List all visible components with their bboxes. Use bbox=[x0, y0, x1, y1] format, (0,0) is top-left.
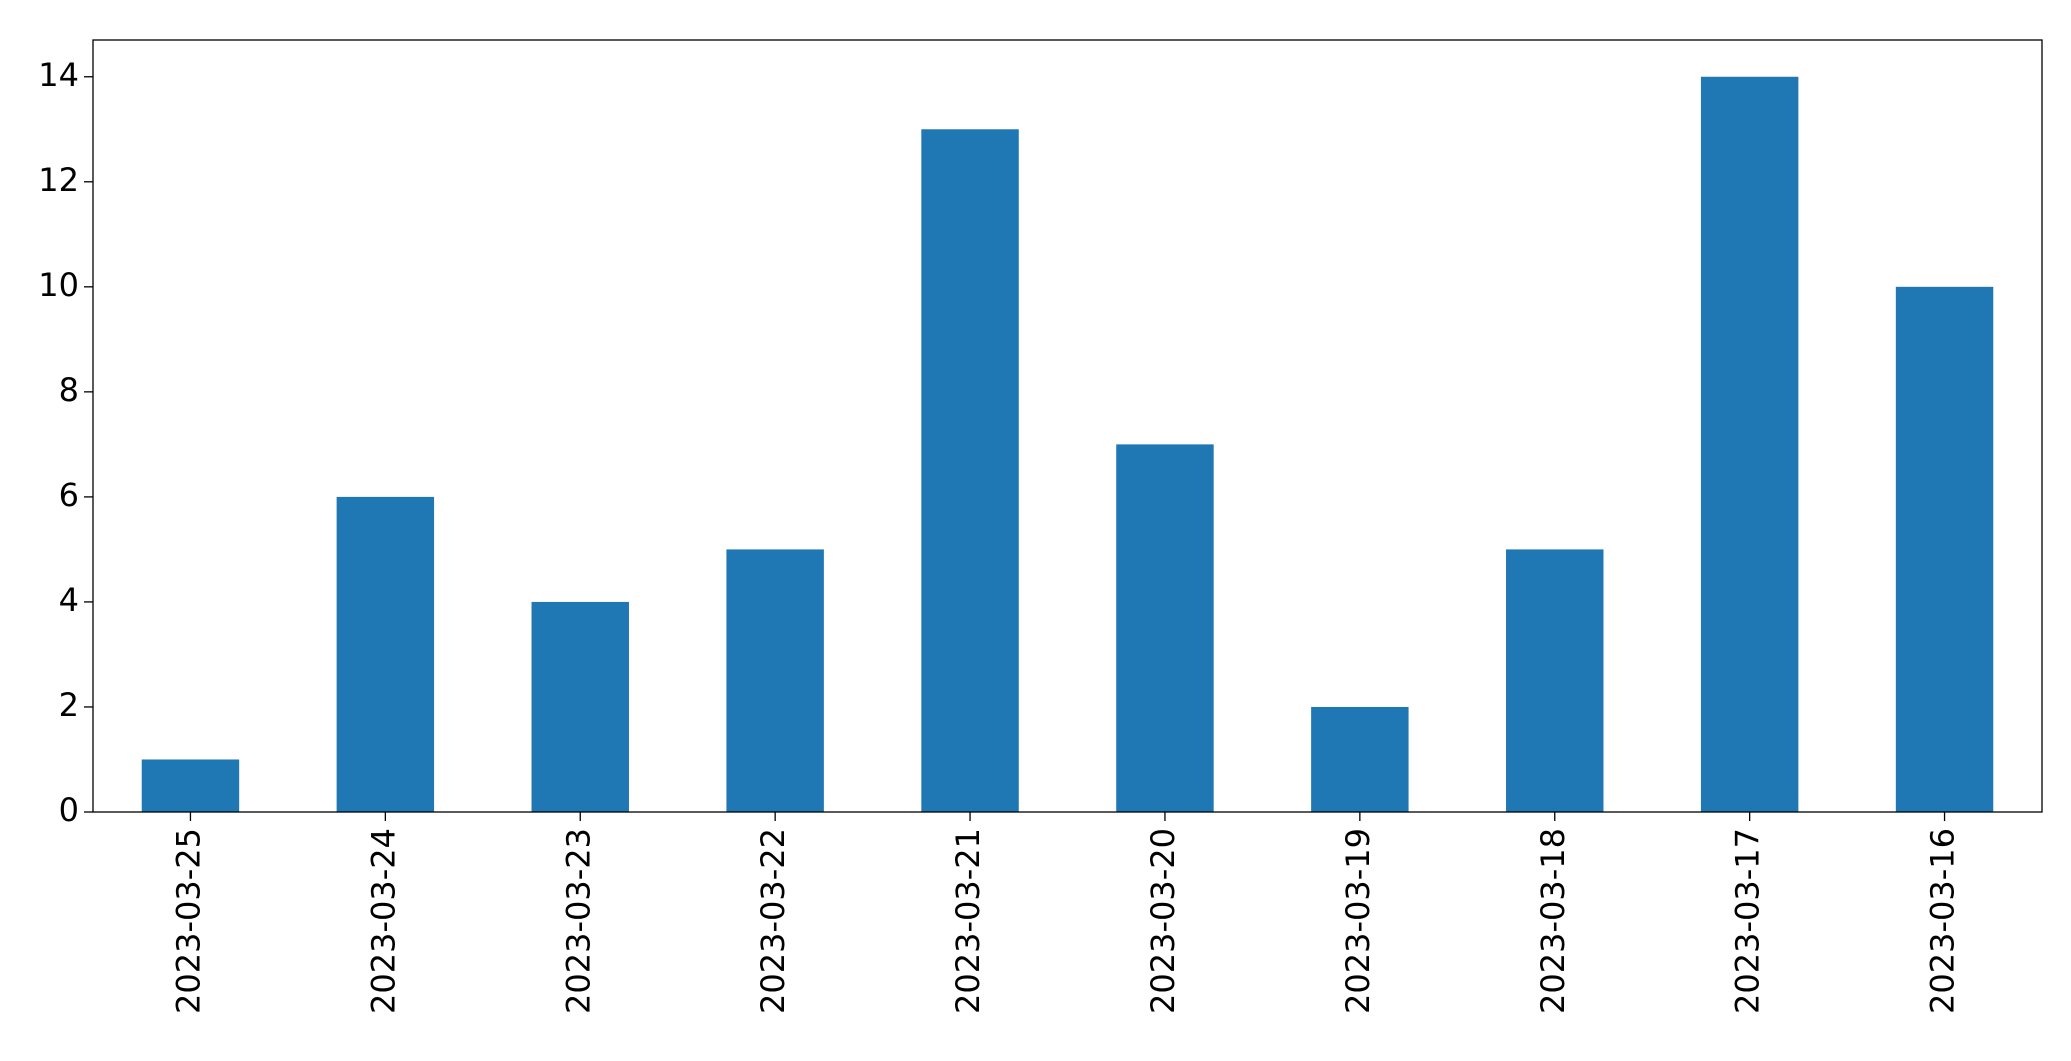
y-tick-label: 2 bbox=[59, 686, 79, 724]
plot-frame bbox=[92, 39, 2043, 813]
bar bbox=[1506, 549, 1604, 812]
y-tick-label: 4 bbox=[59, 581, 79, 619]
bar bbox=[336, 496, 435, 812]
y-tick-label: 10 bbox=[38, 266, 79, 304]
x-tick-label: 2023-03-16 bbox=[1924, 828, 1962, 1014]
x-tick-label: 2023-03-23 bbox=[559, 828, 597, 1014]
bar bbox=[726, 549, 824, 812]
x-tick-label: 2023-03-24 bbox=[364, 828, 402, 1014]
x-tick-label: 2023-03-21 bbox=[949, 828, 987, 1014]
bar bbox=[1895, 286, 1994, 812]
bar bbox=[921, 129, 1019, 812]
y-tick-label: 14 bbox=[38, 56, 79, 94]
y-tick-label: 6 bbox=[59, 476, 79, 514]
bar bbox=[1311, 706, 1409, 812]
y-tick-label: 0 bbox=[59, 791, 79, 829]
x-tick-label: 2023-03-20 bbox=[1144, 828, 1182, 1014]
bar bbox=[1116, 444, 1214, 812]
bar bbox=[141, 759, 240, 812]
y-tick-label: 12 bbox=[38, 161, 79, 199]
x-tick-label: 2023-03-19 bbox=[1339, 828, 1377, 1014]
x-tick-label: 2023-03-22 bbox=[754, 828, 792, 1014]
bar bbox=[531, 601, 629, 812]
x-tick-label: 2023-03-18 bbox=[1534, 828, 1572, 1014]
x-tick-label: 2023-03-17 bbox=[1729, 828, 1767, 1014]
bar bbox=[1700, 76, 1799, 812]
y-tick-label: 8 bbox=[59, 371, 79, 409]
x-tick-label: 2023-03-25 bbox=[169, 828, 207, 1014]
